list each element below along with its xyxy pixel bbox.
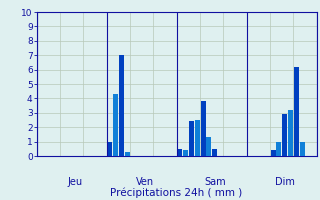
- Text: Sam: Sam: [204, 177, 226, 187]
- Bar: [177, 149, 182, 156]
- Bar: [288, 110, 293, 156]
- Bar: [119, 55, 124, 156]
- Bar: [276, 142, 281, 156]
- Bar: [282, 114, 287, 156]
- Text: Dim: Dim: [275, 177, 295, 187]
- Text: Jeu: Jeu: [67, 177, 82, 187]
- Bar: [212, 149, 217, 156]
- Bar: [201, 101, 205, 156]
- Text: Précipitations 24h ( mm ): Précipitations 24h ( mm ): [110, 188, 242, 198]
- Bar: [107, 142, 112, 156]
- Bar: [125, 152, 130, 156]
- Bar: [294, 67, 299, 156]
- Bar: [189, 121, 194, 156]
- Bar: [206, 137, 212, 156]
- Bar: [300, 142, 305, 156]
- Bar: [271, 150, 276, 156]
- Text: Ven: Ven: [136, 177, 154, 187]
- Bar: [183, 150, 188, 156]
- Bar: [195, 120, 200, 156]
- Bar: [113, 94, 118, 156]
